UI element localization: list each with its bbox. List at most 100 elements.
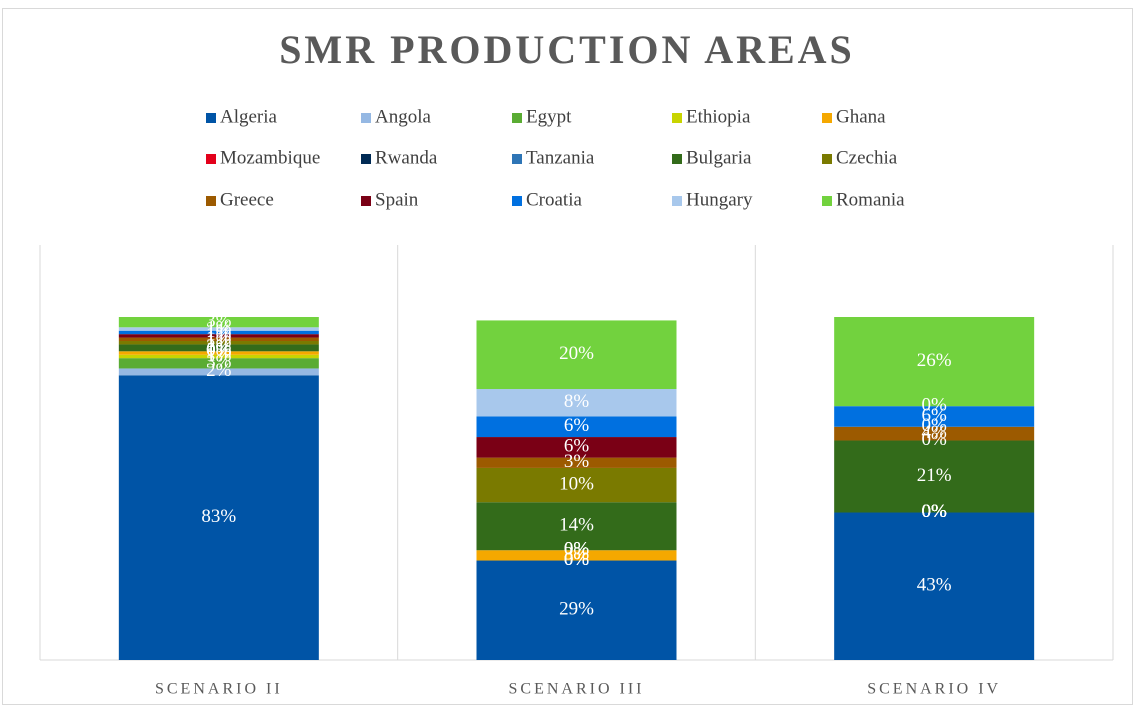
data-label: 0% — [564, 539, 590, 560]
data-label: 26% — [917, 350, 952, 371]
data-label: 0% — [922, 501, 948, 522]
data-label: 4% — [922, 422, 948, 443]
data-label: 0% — [564, 539, 590, 560]
bar-segment — [476, 416, 677, 438]
bar-segment — [834, 440, 1035, 513]
legend-label: Angola — [375, 106, 432, 127]
legend-label: Croatia — [526, 189, 582, 210]
data-label: 43% — [917, 575, 952, 596]
data-label: 29% — [559, 599, 594, 620]
bar-segment — [118, 317, 319, 328]
bar-segment — [118, 375, 319, 660]
legend-swatch — [361, 154, 371, 164]
legend-label: Mozambique — [220, 147, 320, 168]
legend-swatch — [822, 196, 832, 206]
data-label: 1% — [206, 328, 232, 349]
legend-label: Ethiopia — [686, 106, 751, 127]
bar-segment — [118, 344, 319, 352]
data-label: 1% — [206, 345, 232, 366]
legend-swatch — [672, 154, 682, 164]
legend-swatch — [822, 113, 832, 123]
bar-segment — [476, 467, 677, 503]
data-label: 0% — [564, 549, 590, 570]
data-label: 3% — [206, 311, 232, 332]
x-tick-label: SCENARIO III — [509, 681, 645, 698]
legend-swatch — [672, 113, 682, 123]
bar-segment — [118, 341, 319, 345]
data-label: 0% — [922, 415, 948, 436]
legend-swatch — [672, 196, 682, 206]
data-label: 1% — [206, 324, 232, 345]
data-label: 83% — [201, 506, 236, 527]
bar-segment — [118, 368, 319, 376]
bar-segment — [476, 560, 677, 660]
data-label: 0% — [564, 549, 590, 570]
legend-swatch — [512, 113, 522, 123]
legend-swatch — [822, 154, 832, 164]
data-label: 3% — [206, 352, 232, 373]
data-label: 0% — [206, 340, 232, 361]
legend-label: Bulgaria — [686, 147, 752, 168]
data-label: 6% — [564, 415, 590, 436]
legend-swatch — [206, 196, 216, 206]
legend-label: Greece — [220, 189, 274, 210]
legend-swatch — [206, 113, 216, 123]
bar-segment — [476, 389, 677, 417]
data-label: 1% — [206, 321, 232, 342]
data-label: 0% — [206, 340, 232, 361]
data-label: 0% — [922, 429, 948, 450]
data-label: 3% — [564, 451, 590, 472]
data-label: 2% — [206, 336, 232, 357]
bar-segment — [118, 337, 319, 342]
bar-segment — [118, 351, 319, 355]
data-label: 0% — [564, 539, 590, 560]
data-label: 2% — [206, 360, 232, 381]
legend-label: Algeria — [220, 106, 278, 127]
legend-label: Czechia — [836, 147, 898, 168]
data-label: 1% — [206, 317, 232, 338]
legend-label: Tanzania — [526, 147, 595, 168]
data-label: 0% — [564, 549, 590, 570]
legend-label: Rwanda — [375, 147, 438, 168]
legend-swatch — [361, 113, 371, 123]
data-label: 0% — [206, 340, 232, 361]
data-label: 0% — [922, 501, 948, 522]
data-label: 1% — [206, 331, 232, 352]
data-label: 0% — [922, 501, 948, 522]
bar-segment — [834, 426, 1035, 441]
data-label: 0% — [922, 501, 948, 522]
legend-swatch — [512, 154, 522, 164]
bar-segment — [118, 354, 319, 359]
bar-segment — [476, 550, 677, 561]
bar-segment — [476, 457, 677, 468]
bar-segment — [118, 327, 319, 331]
legend-label: Spain — [375, 189, 419, 210]
chart-title: SMR PRODUCTION AREAS — [279, 27, 855, 72]
legend-label: Ghana — [836, 106, 886, 127]
bar-segment — [476, 437, 677, 458]
data-label: 3% — [564, 544, 590, 565]
data-label: 6% — [922, 405, 948, 426]
bar-segment — [834, 512, 1035, 660]
data-label: 0% — [922, 395, 948, 416]
legend-swatch — [512, 196, 522, 206]
bar-segment — [834, 317, 1035, 407]
bar-segment — [476, 502, 677, 551]
data-label: 8% — [564, 391, 590, 412]
data-label: 0% — [922, 501, 948, 522]
data-label: 21% — [917, 465, 952, 486]
data-label: 1% — [206, 341, 232, 362]
bar-segment — [834, 406, 1035, 427]
data-label: 0% — [922, 501, 948, 522]
data-label: 20% — [559, 343, 594, 364]
legend-label: Egypt — [526, 106, 572, 127]
bar-segment — [118, 330, 319, 335]
data-label: 10% — [559, 473, 594, 494]
data-label: 14% — [559, 515, 594, 536]
x-tick-label: SCENARIO IV — [867, 681, 1001, 698]
legend-label: Hungary — [686, 189, 753, 210]
legend-label: Romania — [836, 189, 905, 210]
legend-swatch — [206, 154, 216, 164]
legend-swatch — [361, 196, 371, 206]
